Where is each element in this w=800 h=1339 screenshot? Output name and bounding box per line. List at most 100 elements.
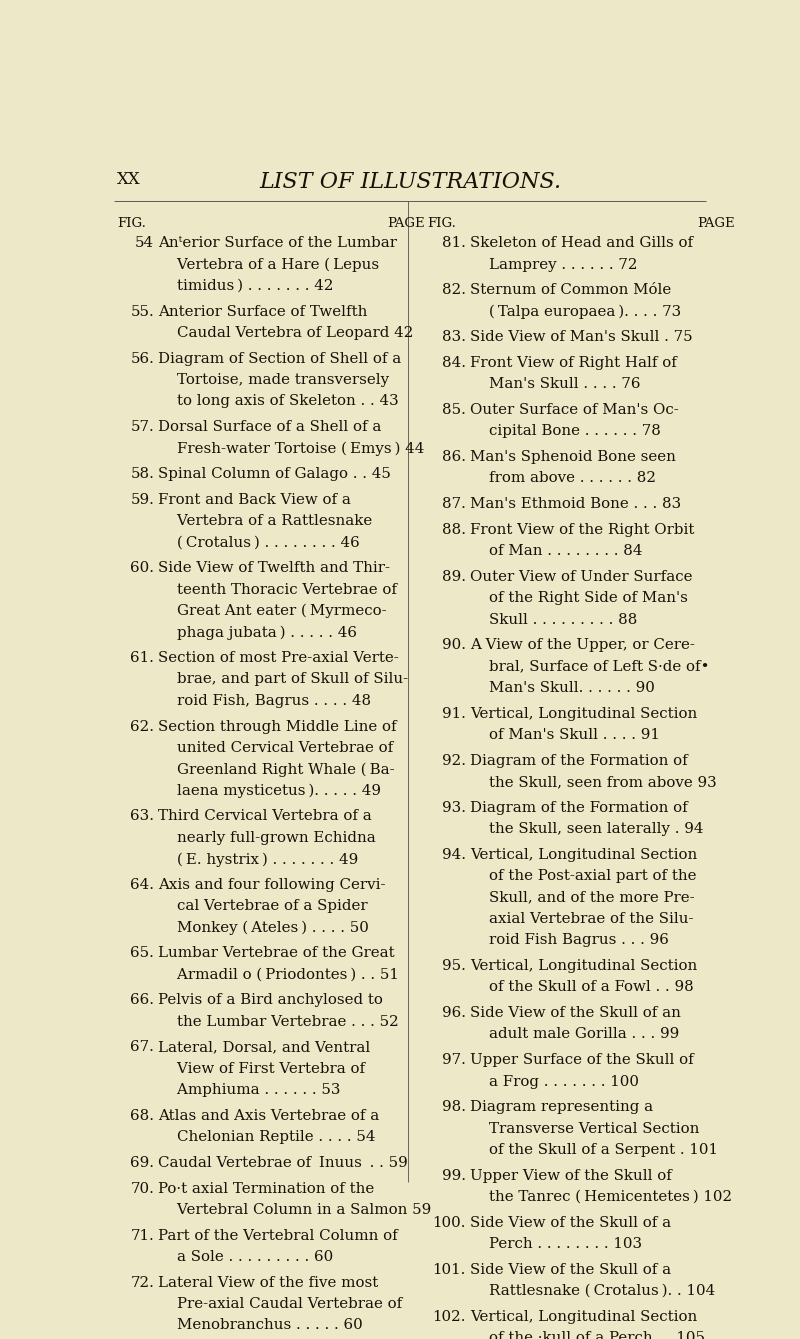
Text: 92.: 92.	[442, 754, 466, 767]
Text: FIG.: FIG.	[117, 217, 146, 230]
Text: Skeleton of Head and Gills of: Skeleton of Head and Gills of	[470, 236, 693, 250]
Text: 86.: 86.	[442, 450, 466, 465]
Text: 60.: 60.	[130, 561, 154, 576]
Text: 56.: 56.	[130, 352, 154, 366]
Text: Fresh-water Tortoise ( Emys ) 44: Fresh-water Tortoise ( Emys ) 44	[158, 442, 425, 455]
Text: 58.: 58.	[130, 467, 154, 481]
Text: to long axis of Skeleton . . 43: to long axis of Skeleton . . 43	[158, 395, 399, 408]
Text: PAGE: PAGE	[386, 217, 424, 230]
Text: Menobranchus . . . . . 60: Menobranchus . . . . . 60	[158, 1319, 363, 1332]
Text: Outer View of Under Surface: Outer View of Under Surface	[470, 569, 692, 584]
Text: 100.: 100.	[432, 1216, 466, 1229]
Text: Vertebra of a Hare ( Lepus: Vertebra of a Hare ( Lepus	[158, 257, 379, 272]
Text: of the Skull of a Fowl . . 98: of the Skull of a Fowl . . 98	[470, 980, 694, 995]
Text: Chelonian Reptile . . . . 54: Chelonian Reptile . . . . 54	[158, 1130, 376, 1145]
Text: Vertical, Longitudinal Section: Vertical, Longitudinal Section	[470, 707, 697, 720]
Text: Caudal Vertebra of Leopard 42: Caudal Vertebra of Leopard 42	[158, 325, 414, 340]
Text: Man's Skull. . . . . . 90: Man's Skull. . . . . . 90	[470, 682, 654, 695]
Text: Man's Sphenoid Bone seen: Man's Sphenoid Bone seen	[470, 450, 675, 465]
Text: Lumbar Vertebrae of the Great: Lumbar Vertebrae of the Great	[158, 947, 394, 960]
Text: Great Ant eater ( Myrmeco-: Great Ant eater ( Myrmeco-	[158, 604, 386, 619]
Text: Pelvis of a Bird anchylosed to: Pelvis of a Bird anchylosed to	[158, 994, 383, 1007]
Text: 67.: 67.	[130, 1040, 154, 1054]
Text: 59.: 59.	[130, 493, 154, 506]
Text: Side View of the Skull of a: Side View of the Skull of a	[470, 1216, 670, 1229]
Text: 54: 54	[135, 236, 154, 250]
Text: 84.: 84.	[442, 356, 466, 370]
Text: 91.: 91.	[442, 707, 466, 720]
Text: Skull, and of the more Pre-: Skull, and of the more Pre-	[470, 890, 694, 905]
Text: 90.: 90.	[442, 639, 466, 652]
Text: the Lumbar Vertebrae . . . 52: the Lumbar Vertebrae . . . 52	[158, 1015, 399, 1028]
Text: of Man's Skull . . . . 91: of Man's Skull . . . . 91	[470, 728, 659, 742]
Text: ( E. hystrix ) . . . . . . . 49: ( E. hystrix ) . . . . . . . 49	[158, 852, 358, 866]
Text: Section of most Pre-axial Verte-: Section of most Pre-axial Verte-	[158, 651, 399, 665]
Text: Perch . . . . . . . . 103: Perch . . . . . . . . 103	[470, 1237, 642, 1251]
Text: 94.: 94.	[442, 848, 466, 862]
Text: 89.: 89.	[442, 569, 466, 584]
Text: Outer Surface of Man's Oc-: Outer Surface of Man's Oc-	[470, 403, 678, 416]
Text: Vertical, Longitudinal Section: Vertical, Longitudinal Section	[470, 1310, 697, 1324]
Text: Spinal Column of Galago . . 45: Spinal Column of Galago . . 45	[158, 467, 391, 481]
Text: 61.: 61.	[130, 651, 154, 665]
Text: Side View of the Skull of an: Side View of the Skull of an	[470, 1006, 681, 1020]
Text: teenth Thoracic Vertebrae of: teenth Thoracic Vertebrae of	[158, 582, 397, 597]
Text: Skull . . . . . . . . . 88: Skull . . . . . . . . . 88	[470, 612, 637, 627]
Text: Diagram of the Formation of: Diagram of the Formation of	[470, 801, 687, 814]
Text: the Skull, seen from above 93: the Skull, seen from above 93	[470, 775, 717, 789]
Text: Diagram of Section of Shell of a: Diagram of Section of Shell of a	[158, 352, 402, 366]
Text: of the Skull of a Serpent . 101: of the Skull of a Serpent . 101	[470, 1144, 718, 1157]
Text: Dorsal Surface of a Shell of a: Dorsal Surface of a Shell of a	[158, 420, 382, 434]
Text: Sternum of Common Móle: Sternum of Common Móle	[470, 283, 671, 297]
Text: Section through Middle Line of: Section through Middle Line of	[158, 719, 397, 734]
Text: 88.: 88.	[442, 522, 466, 537]
Text: 69.: 69.	[130, 1156, 154, 1170]
Text: Tortoise, made transversely: Tortoise, made transversely	[158, 374, 390, 387]
Text: 96.: 96.	[442, 1006, 466, 1020]
Text: 82.: 82.	[442, 283, 466, 297]
Text: 85.: 85.	[442, 403, 466, 416]
Text: Man's Skull . . . . 76: Man's Skull . . . . 76	[470, 378, 640, 391]
Text: Monkey ( Ateles ) . . . . 50: Monkey ( Ateles ) . . . . 50	[158, 921, 369, 935]
Text: 81.: 81.	[442, 236, 466, 250]
Text: a Sole . . . . . . . . . 60: a Sole . . . . . . . . . 60	[158, 1251, 334, 1264]
Text: 65.: 65.	[130, 947, 154, 960]
Text: 68.: 68.	[130, 1109, 154, 1123]
Text: Anᵗerior Surface of the Lumbar: Anᵗerior Surface of the Lumbar	[158, 236, 397, 250]
Text: Greenland Right Whale ( Ba-: Greenland Right Whale ( Ba-	[158, 762, 394, 777]
Text: Axis and four following Cervi-: Axis and four following Cervi-	[158, 878, 386, 892]
Text: Man's Ethmoid Bone . . . 83: Man's Ethmoid Bone . . . 83	[470, 497, 681, 511]
Text: Side View of the Skull of a: Side View of the Skull of a	[470, 1263, 670, 1276]
Text: Atlas and Axis Vertebrae of a: Atlas and Axis Vertebrae of a	[158, 1109, 379, 1123]
Text: Upper View of the Skull of: Upper View of the Skull of	[470, 1169, 671, 1182]
Text: Lateral, Dorsal, and Ventral: Lateral, Dorsal, and Ventral	[158, 1040, 370, 1054]
Text: 72.: 72.	[130, 1276, 154, 1289]
Text: Lateral View of the five most: Lateral View of the five most	[158, 1276, 378, 1289]
Text: brae, and part of Skull of Silu-: brae, and part of Skull of Silu-	[158, 672, 408, 687]
Text: axial Vertebrae of the Silu-: axial Vertebrae of the Silu-	[470, 912, 693, 927]
Text: LIST OF ILLUSTRATIONS.: LIST OF ILLUSTRATIONS.	[259, 170, 561, 193]
Text: FIG.: FIG.	[427, 217, 456, 230]
Text: of Man . . . . . . . . 84: of Man . . . . . . . . 84	[470, 544, 642, 558]
Text: roid Fish, Bagrus . . . . 48: roid Fish, Bagrus . . . . 48	[158, 694, 371, 708]
Text: Amphiuma . . . . . . 53: Amphiuma . . . . . . 53	[158, 1083, 341, 1097]
Text: united Cervical Vertebrae of: united Cervical Vertebrae of	[158, 740, 394, 755]
Text: cipital Bone . . . . . . 78: cipital Bone . . . . . . 78	[470, 424, 661, 438]
Text: Po·t axial Termination of the: Po·t axial Termination of the	[158, 1181, 374, 1196]
Text: 99.: 99.	[442, 1169, 466, 1182]
Text: from above . . . . . . 82: from above . . . . . . 82	[470, 471, 656, 485]
Text: Rattlesnake ( Crotalus ). . 104: Rattlesnake ( Crotalus ). . 104	[470, 1284, 715, 1297]
Text: 93.: 93.	[442, 801, 466, 814]
Text: timidus ) . . . . . . . 42: timidus ) . . . . . . . 42	[158, 279, 334, 293]
Text: 66.: 66.	[130, 994, 154, 1007]
Text: Caudal Vertebrae of  Inuus  . . 59: Caudal Vertebrae of Inuus . . 59	[158, 1156, 408, 1170]
Text: 101.: 101.	[433, 1263, 466, 1276]
Text: Third Cervical Vertebra of a: Third Cervical Vertebra of a	[158, 809, 372, 823]
Text: Front View of the Right Orbit: Front View of the Right Orbit	[470, 522, 694, 537]
Text: Front View of Right Half of: Front View of Right Half of	[470, 356, 677, 370]
Text: 57.: 57.	[130, 420, 154, 434]
Text: 63.: 63.	[130, 809, 154, 823]
Text: Vertical, Longitudinal Section: Vertical, Longitudinal Section	[470, 848, 697, 862]
Text: 62.: 62.	[130, 719, 154, 734]
Text: 95.: 95.	[442, 959, 466, 973]
